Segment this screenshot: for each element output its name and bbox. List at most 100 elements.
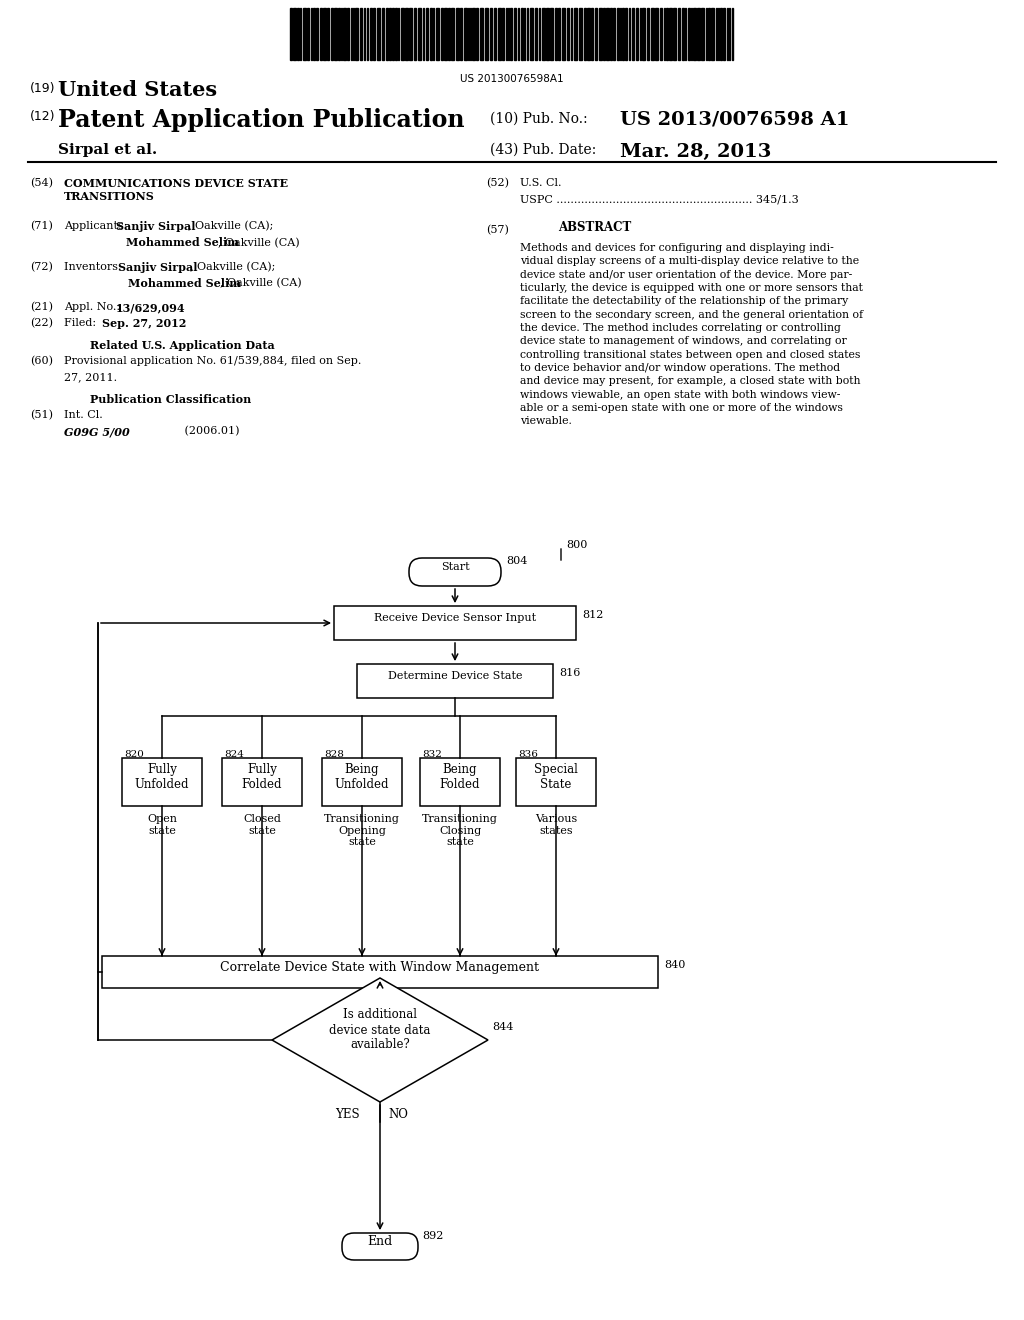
Bar [579, 8, 582, 59]
Text: Closed
state: Closed state [243, 814, 281, 836]
Text: (72): (72) [30, 261, 53, 272]
Bar [290, 8, 292, 59]
Text: (52): (52) [486, 178, 509, 189]
Bar [494, 8, 496, 59]
Text: (22): (22) [30, 318, 53, 329]
Text: Publication Classification: Publication Classification [90, 393, 251, 405]
Text: Sep. 27, 2012: Sep. 27, 2012 [102, 318, 186, 330]
Bar [385, 8, 388, 59]
Text: Various
states: Various states [535, 814, 578, 836]
Bar [343, 8, 346, 59]
Text: 812: 812 [582, 610, 603, 620]
Text: Is additional
device state data
available?: Is additional device state data availabl… [330, 1008, 431, 1052]
Text: COMMUNICATIONS DEVICE STATE: COMMUNICATIONS DEVICE STATE [63, 178, 288, 189]
Text: Inventors:: Inventors: [63, 261, 125, 272]
Text: NO: NO [388, 1107, 408, 1121]
Text: Open
state: Open state [147, 814, 177, 836]
Bar [669, 8, 672, 59]
Text: 820: 820 [124, 750, 144, 759]
Text: United States: United States [58, 81, 217, 100]
Text: Receive Device Sensor Input: Receive Device Sensor Input [374, 612, 536, 623]
Bar [516, 758, 596, 807]
Bar [688, 8, 689, 59]
Bar [297, 8, 299, 59]
Text: YES: YES [335, 1107, 359, 1121]
Bar [334, 606, 575, 640]
Bar [613, 8, 615, 59]
Bar [574, 8, 577, 59]
FancyBboxPatch shape [409, 558, 501, 586]
Bar [636, 8, 638, 59]
Bar [603, 8, 604, 59]
Text: 13/629,094: 13/629,094 [116, 302, 185, 313]
Bar [555, 8, 556, 59]
Text: , Oakville (CA);: , Oakville (CA); [188, 222, 273, 231]
Text: Applicants:: Applicants: [63, 222, 128, 231]
Bar [382, 8, 384, 59]
Text: (71): (71) [30, 222, 53, 231]
Text: Correlate Device State with Window Management: Correlate Device State with Window Manag… [220, 961, 540, 974]
Text: 836: 836 [518, 750, 538, 759]
Bar [542, 8, 545, 59]
Bar [632, 8, 634, 59]
Bar [521, 8, 522, 59]
Text: US 20130076598A1: US 20130076598A1 [460, 74, 564, 84]
Bar [389, 8, 390, 59]
Bar [102, 956, 658, 987]
Bar [293, 8, 296, 59]
Bar [323, 8, 326, 59]
Bar [310, 8, 312, 59]
Bar [414, 8, 416, 59]
Bar [449, 8, 450, 59]
Bar [334, 8, 337, 59]
Bar [610, 8, 612, 59]
Bar [420, 758, 500, 807]
Text: G09G 5/00: G09G 5/00 [63, 426, 130, 437]
Bar [444, 8, 447, 59]
Bar [550, 8, 553, 59]
Bar [338, 8, 340, 59]
Bar [535, 8, 537, 59]
Bar [377, 8, 380, 59]
Text: Related U.S. Application Data: Related U.S. Application Data [90, 341, 274, 351]
Text: ABSTRACT: ABSTRACT [558, 222, 632, 234]
Text: Mohammed Selim: Mohammed Selim [126, 238, 239, 248]
Bar [650, 8, 653, 59]
Bar [327, 8, 329, 59]
Bar [440, 8, 443, 59]
Text: Int. Cl.: Int. Cl. [63, 411, 102, 420]
Bar [303, 8, 305, 59]
Bar [451, 8, 454, 59]
Bar [319, 8, 322, 59]
Bar [666, 8, 668, 59]
Bar [508, 8, 509, 59]
Bar [406, 8, 408, 59]
Bar [222, 758, 302, 807]
Text: (43) Pub. Date:: (43) Pub. Date: [490, 143, 596, 157]
Text: Sanjiv Sirpal: Sanjiv Sirpal [116, 222, 196, 232]
Text: End: End [368, 1236, 392, 1247]
Bar [423, 8, 424, 59]
Bar [460, 8, 462, 59]
Bar [561, 8, 564, 59]
Text: Appl. No.:: Appl. No.: [63, 302, 124, 313]
Bar [566, 8, 568, 59]
Bar [514, 8, 516, 59]
Bar [530, 8, 534, 59]
Text: Being
Unfolded: Being Unfolded [335, 763, 389, 791]
Bar [498, 8, 501, 59]
Bar [502, 8, 504, 59]
Bar [684, 8, 686, 59]
Bar [313, 8, 314, 59]
Bar [430, 8, 432, 59]
Text: TRANSITIONS: TRANSITIONS [63, 191, 155, 202]
Bar [682, 8, 683, 59]
Text: Patent Application Publication: Patent Application Publication [58, 108, 465, 132]
Bar [664, 8, 665, 59]
Text: 27, 2011.: 27, 2011. [63, 372, 117, 383]
Text: (21): (21) [30, 302, 53, 313]
Bar [370, 8, 372, 59]
Text: (19): (19) [30, 82, 55, 95]
Text: (12): (12) [30, 110, 55, 123]
Bar [693, 8, 696, 59]
